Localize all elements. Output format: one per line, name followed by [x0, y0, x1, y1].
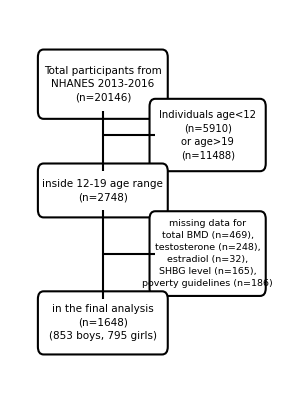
Text: Total participants from
NHANES 2013-2016
(n=20146): Total participants from NHANES 2013-2016… [44, 66, 162, 103]
FancyBboxPatch shape [38, 50, 168, 119]
Text: missing data for
total BMD (n=469),
testosterone (n=248),
estradiol (n=32),
SHBG: missing data for total BMD (n=469), test… [142, 219, 273, 288]
Text: Individuals age<12
(n=5910)
or age>19
(n=11488): Individuals age<12 (n=5910) or age>19 (n… [159, 110, 256, 160]
FancyBboxPatch shape [38, 291, 168, 354]
FancyBboxPatch shape [150, 99, 266, 171]
FancyBboxPatch shape [150, 211, 266, 296]
Text: in the final analysis
(n=1648)
(853 boys, 795 girls): in the final analysis (n=1648) (853 boys… [49, 304, 157, 342]
Text: inside 12-19 age range
(n=2748): inside 12-19 age range (n=2748) [42, 179, 163, 202]
FancyBboxPatch shape [38, 164, 168, 218]
